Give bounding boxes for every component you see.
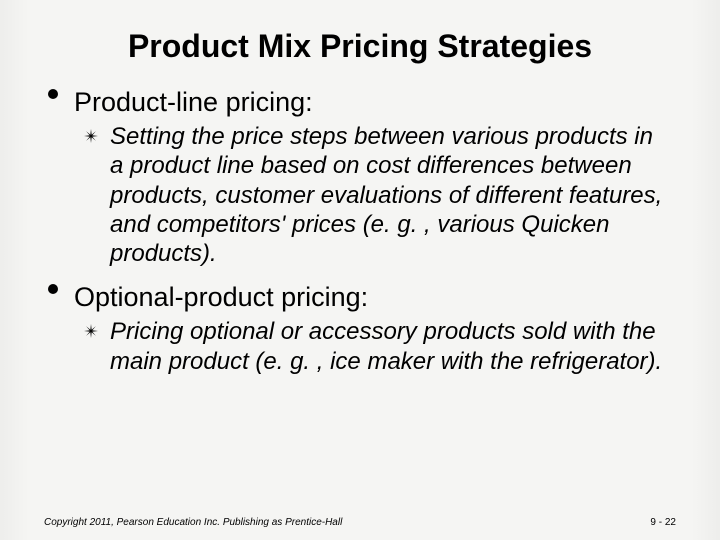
bullet-subpoint-text: Pricing optional or accessory products s… bbox=[110, 318, 662, 374]
slide-footer: Copyright 2011, Pearson Education Inc. P… bbox=[0, 517, 720, 528]
bullet-heading: Product-line pricing: bbox=[44, 87, 676, 118]
slide: Product Mix Pricing Strategies Product-l… bbox=[0, 0, 720, 540]
bullet-subpoint-text: Setting the price steps between various … bbox=[110, 123, 662, 267]
bullet-subpoint: Setting the price steps between various … bbox=[44, 122, 676, 268]
bullet-heading: Optional-product pricing: bbox=[44, 282, 676, 313]
bullet-subpoint: Pricing optional or accessory products s… bbox=[44, 317, 676, 376]
copyright-text: Copyright 2011, Pearson Education Inc. P… bbox=[44, 517, 342, 528]
bullet-list: Product-line pricing: Setting the price … bbox=[44, 87, 676, 376]
page-number: 9 - 22 bbox=[650, 517, 676, 528]
starburst-icon bbox=[84, 324, 98, 338]
slide-title: Product Mix Pricing Strategies bbox=[44, 28, 676, 65]
starburst-icon bbox=[84, 129, 98, 143]
